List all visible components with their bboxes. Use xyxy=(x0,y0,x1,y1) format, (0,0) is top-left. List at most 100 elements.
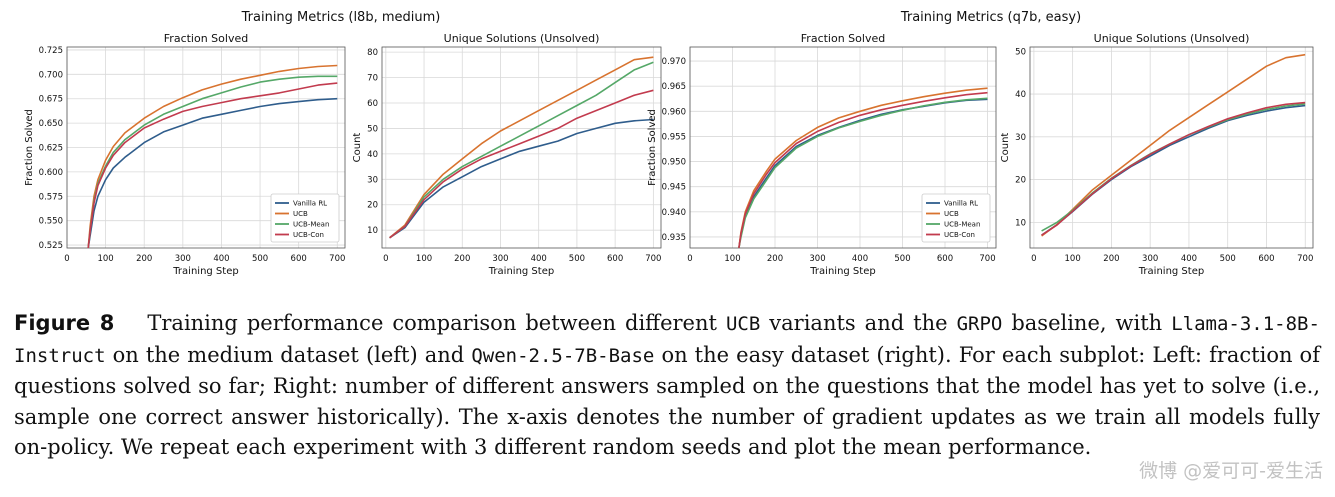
x-tick-label: 200 xyxy=(454,254,470,264)
series-line-ucb-con xyxy=(738,91,988,248)
caption-code-grpo: GRPO xyxy=(956,313,1003,335)
y-tick-label: 0.550 xyxy=(39,217,63,227)
y-tick-label: 0.965 xyxy=(662,82,686,92)
x-tick-label: 200 xyxy=(1103,254,1119,264)
y-tick-label: 0.970 xyxy=(662,57,686,67)
x-tick-label: 600 xyxy=(1258,254,1274,264)
y-axis-label: Count xyxy=(1000,133,1011,163)
x-axis-label: Training Step xyxy=(172,266,238,277)
x-tick-label: 0 xyxy=(383,254,388,264)
y-tick-label: 0.575 xyxy=(39,192,63,202)
series-line-ucb xyxy=(1041,53,1306,237)
subplot-4: 0 100 200 300 400 500 600 700 10 20 30 40 50 Unique S… xyxy=(1000,32,1314,277)
x-tick-label: 100 xyxy=(416,254,432,264)
subplot-1: 0 100 200 300 400 500 600 700 0.525 0.550 0.575 0.6… xyxy=(24,32,346,277)
x-tick-label: 0 xyxy=(687,254,692,264)
charts-canvas: 0 100 200 300 400 500 600 7000.5250.5500.5750.6… xyxy=(24,32,1314,277)
x-tick-label: 700 xyxy=(645,254,661,264)
y-tick-label: 20 xyxy=(367,201,378,211)
legend-label-ucb-mean: UCB-Mean xyxy=(944,221,980,229)
x-tick-label: 300 xyxy=(809,254,825,264)
series-line-vanilla-rl xyxy=(1041,104,1306,236)
x-tick-label: 300 xyxy=(175,254,191,264)
series-line-ucb-con xyxy=(87,82,338,248)
x-tick-label: 600 xyxy=(937,254,953,264)
group-title-right: Training Metrics (q7b, easy) xyxy=(900,10,1082,25)
x-tick-label: 500 xyxy=(569,254,585,264)
series-line-vanilla-rl xyxy=(389,118,654,239)
x-tick-label: 300 xyxy=(1142,254,1158,264)
legend-label-ucb-con: UCB-Con xyxy=(293,231,324,239)
y-tick-label: 0.600 xyxy=(39,168,63,178)
figure-caption: Figure 8 Training performance comparison… xyxy=(14,308,1320,463)
caption-code-ucb: UCB xyxy=(725,313,761,335)
y-axis-label: Fraction Solved xyxy=(647,109,658,186)
x-tick-label: 700 xyxy=(1297,254,1313,264)
y-tick-label: 40 xyxy=(367,150,378,160)
x-tick-label: 400 xyxy=(852,254,868,264)
plot-frame xyxy=(689,46,997,249)
series-line-vanilla-rl xyxy=(87,97,338,248)
legend-label-ucb-con: UCB-Con xyxy=(944,231,975,239)
series-line-ucb-con xyxy=(1041,101,1306,236)
subplot-title: Fraction Solved xyxy=(801,32,885,45)
y-tick-label: 0.945 xyxy=(662,183,686,193)
x-tick-label: 500 xyxy=(252,254,268,264)
subplot-2: 0 100 200 300 400 500 600 700 10 20 30 40 50 60 70 80 Un… xyxy=(352,32,661,277)
x-tick-label: 200 xyxy=(136,254,152,264)
x-tick-label: 100 xyxy=(724,254,740,264)
series-lines xyxy=(389,56,654,239)
y-tick-label: 0.960 xyxy=(662,107,686,117)
y-tick-label: 40 xyxy=(1015,90,1026,100)
legend-label-vanilla-rl: Vanilla RL xyxy=(944,200,978,208)
group-title-left: Training Metrics (l8b, medium) xyxy=(241,10,441,25)
series-line-ucb xyxy=(738,87,988,248)
series-line-ucb-mean xyxy=(738,97,988,248)
x-tick-label: 0 xyxy=(64,254,69,264)
series-line-ucb-con xyxy=(389,89,654,239)
y-tick-label: 60 xyxy=(367,99,378,109)
x-tick-label: 400 xyxy=(1181,254,1197,264)
y-tick-label: 0.935 xyxy=(662,233,686,243)
y-tick-label: 0.525 xyxy=(39,241,63,251)
y-axis-label: Fraction Solved xyxy=(24,109,35,186)
y-tick-label: 0.950 xyxy=(662,158,686,168)
x-tick-label: 600 xyxy=(291,254,307,264)
y-tick-label: 0.725 xyxy=(39,46,63,56)
x-tick-label: 0 xyxy=(1031,254,1036,264)
y-tick-label: 30 xyxy=(1015,133,1026,143)
x-tick-label: 700 xyxy=(979,254,995,264)
series-lines xyxy=(738,87,988,248)
x-tick-label: 700 xyxy=(329,254,345,264)
watermark: 微博 @爱可可-爱生活 xyxy=(1139,460,1323,482)
y-tick-label: 70 xyxy=(367,74,378,84)
y-tick-label: 0.700 xyxy=(39,70,63,80)
subplot-title: Fraction Solved xyxy=(164,32,248,45)
caption-code-qwen: Qwen-2.5-7B-Base xyxy=(471,344,655,367)
series-lines xyxy=(87,64,338,248)
x-tick-label: 500 xyxy=(1220,254,1236,264)
x-tick-label: 400 xyxy=(213,254,229,264)
caption-text-3: baseline, with xyxy=(1011,311,1163,335)
caption-text-2: variants and the xyxy=(769,311,948,335)
legend: Vanilla RL UCB UCB-Mean UCB-Con xyxy=(921,193,991,243)
caption-text-1: Training performance comparison between … xyxy=(147,311,717,335)
plot-frame xyxy=(66,46,346,249)
legend: Vanilla RL UCB UCB-Mean UCB-Con xyxy=(270,193,340,243)
y-tick-label: 80 xyxy=(367,48,378,58)
y-axis-label: Count xyxy=(352,133,363,163)
y-tick-label: 0.940 xyxy=(662,208,686,218)
legend-label-vanilla-rl: Vanilla RL xyxy=(293,200,327,208)
x-tick-label: 500 xyxy=(894,254,910,264)
legend-label-ucb-mean: UCB-Mean xyxy=(293,221,329,229)
caption-label: Figure 8 xyxy=(14,311,115,335)
subplot-3: 0 100 200 300 400 500 600 700 0.935 0.940 0.945 0.9… xyxy=(647,32,997,277)
x-axis-label: Training Step xyxy=(1138,266,1204,277)
y-tick-label: 50 xyxy=(1015,47,1026,57)
y-tick-label: 0.650 xyxy=(39,119,63,129)
x-tick-label: 100 xyxy=(97,254,113,264)
series-line-ucb xyxy=(87,64,338,248)
y-tick-label: 10 xyxy=(367,226,378,236)
subplot-title: Unique Solutions (Unsolved) xyxy=(444,32,600,45)
